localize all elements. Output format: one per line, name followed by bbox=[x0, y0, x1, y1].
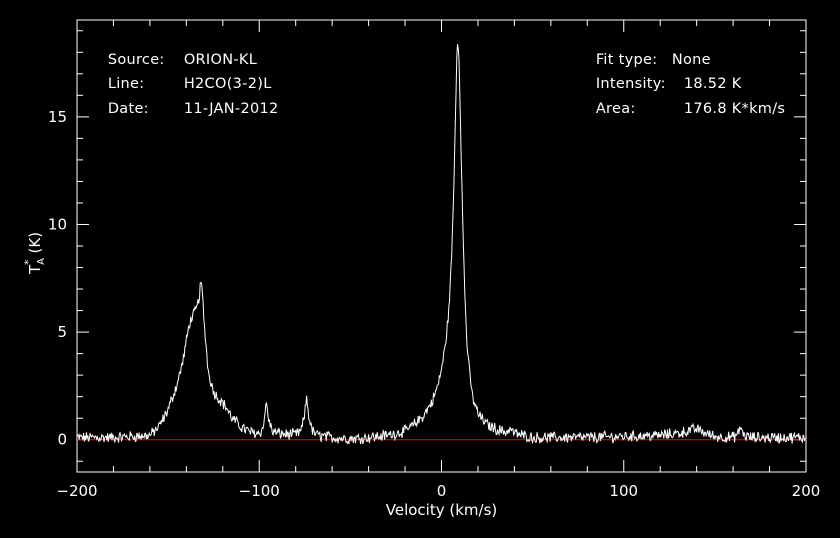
y-label-sub: A bbox=[36, 258, 47, 265]
area-line: Area: 176.8 K*km/s bbox=[586, 85, 785, 117]
area-label: Area: bbox=[595, 101, 636, 117]
y-tick-label: 10 bbox=[48, 215, 67, 233]
source-value: ORION-KL bbox=[183, 52, 258, 68]
x-tick-label: −200 bbox=[56, 482, 97, 500]
date-line: Date: 11-JAN-2012 bbox=[98, 85, 279, 117]
y-tick-labels: 0 5 10 15 bbox=[48, 108, 67, 449]
svg-text:TA*(K): TA* (K) bbox=[22, 232, 47, 275]
x-axis-label: Velocity (km/s) bbox=[386, 501, 497, 519]
axis-ticks bbox=[76, 20, 807, 472]
y-label-main: T bbox=[26, 264, 44, 275]
source-line: Source: ORION-KL bbox=[98, 36, 257, 68]
area-value: 176.8 K*km/s bbox=[683, 101, 786, 117]
line-label: Line: bbox=[107, 76, 145, 92]
fit-line: Fit type: None bbox=[586, 36, 711, 68]
intensity-label: Intensity: bbox=[595, 76, 666, 92]
line-line: Line: H2CO(3-2)L bbox=[98, 60, 272, 92]
plot-frame bbox=[76, 19, 807, 473]
x-tick-label: 200 bbox=[792, 482, 821, 500]
source-label: Source: bbox=[107, 52, 165, 68]
line-value: H2CO(3-2)L bbox=[183, 76, 272, 92]
intensity-value: 18.52 K bbox=[683, 76, 742, 92]
spectrum-series-line bbox=[76, 44, 806, 445]
x-tick-label: −100 bbox=[239, 482, 280, 500]
fit-value: None bbox=[671, 52, 711, 68]
y-tick-label: 0 bbox=[57, 431, 67, 449]
x-tick-label: 100 bbox=[609, 482, 638, 500]
date-value: 11-JAN-2012 bbox=[183, 101, 279, 117]
y-axis-label: TA* (K) bbox=[22, 232, 47, 275]
y-tick-label: 15 bbox=[48, 108, 67, 126]
fit-label: Fit type: bbox=[595, 52, 658, 68]
y-label-sup: * bbox=[22, 259, 35, 265]
x-tick-label: 0 bbox=[437, 482, 447, 500]
date-label: Date: bbox=[107, 101, 149, 117]
intensity-line: Intensity: 18.52 K bbox=[586, 60, 742, 92]
y-tick-label: 5 bbox=[57, 323, 67, 341]
y-label-unit: (K) bbox=[26, 232, 44, 254]
x-tick-labels: −200 −100 0 100 200 bbox=[56, 482, 820, 500]
